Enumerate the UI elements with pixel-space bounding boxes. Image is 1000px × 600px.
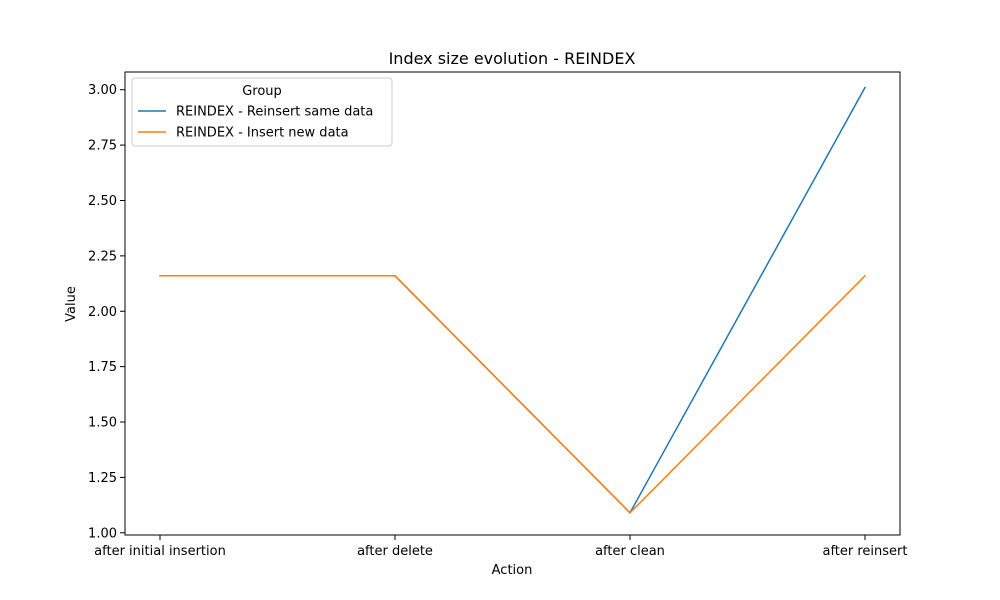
y-tick-label: 2.00: [88, 305, 117, 320]
x-tick-label: after clean: [595, 544, 665, 559]
y-tick-label: 1.25: [88, 471, 117, 486]
series-line-1: [160, 87, 866, 514]
x-tick-label: after reinsert: [822, 544, 907, 559]
y-tick-label: 2.75: [88, 139, 117, 154]
data-point: [864, 275, 866, 277]
x-axis-label: Action: [492, 563, 533, 578]
y-tick-label: 2.50: [88, 194, 117, 209]
y-axis-label: Value: [64, 286, 79, 322]
data-point: [629, 512, 631, 514]
plot-area: after initial insertion after delete after…: [88, 71, 908, 559]
legend-entry-label: REINDEX - Reinsert same data: [176, 105, 373, 120]
plot-frame: [124, 71, 901, 536]
data-point: [864, 86, 866, 89]
data-point: [159, 275, 161, 277]
y-tick-label: 3.00: [88, 83, 117, 98]
data-point: [394, 275, 396, 277]
chart-title: Index size evolution - REINDEX: [389, 49, 636, 68]
x-tick-label: after delete: [357, 544, 433, 559]
x-tick-label: after initial insertion: [94, 544, 226, 559]
y-tick-label: 1.50: [88, 416, 117, 431]
series-line-2: [160, 275, 866, 514]
legend-box: [131, 77, 393, 147]
legend: Group REINDEX - Reinsert same data REINDEX…: [131, 77, 393, 147]
y-tick-label: 2.25: [88, 249, 117, 264]
y-tick-label: 1.75: [88, 360, 117, 375]
legend-title: Group: [242, 84, 282, 99]
legend-entry-label: REINDEX - Insert new data: [176, 126, 349, 141]
y-tick-label: 1.00: [88, 526, 117, 541]
